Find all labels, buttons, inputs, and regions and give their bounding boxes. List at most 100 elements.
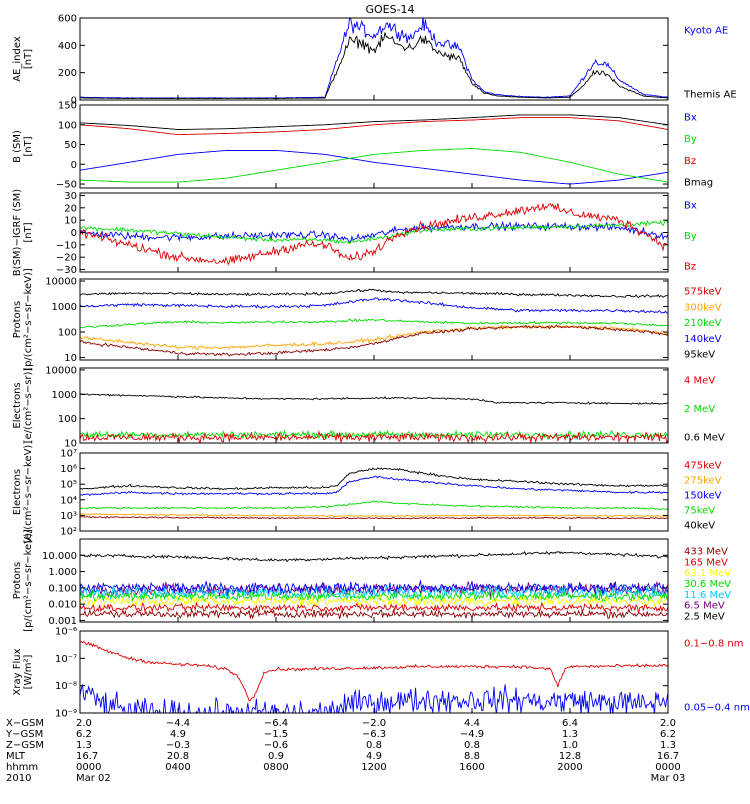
panel-frame — [79, 104, 669, 189]
y-tick-label: 10.000 — [42, 551, 77, 562]
legend-entry: 140keV — [684, 334, 722, 345]
x-tick-label: −0.6 — [264, 740, 288, 751]
panel-frame — [79, 17, 669, 101]
y-tick-label: 10⁻⁸ — [55, 681, 77, 692]
y-tick-label: 10000 — [45, 365, 77, 376]
series-electrons1-0-6-mev-0 — [80, 393, 668, 405]
legend-entry: Bx — [684, 201, 697, 212]
x-tick-label: 1.3 — [660, 740, 676, 751]
series-digrf-by-1 — [80, 219, 668, 245]
panel-ae: 0 200 400 600 AE_index [nT] Kyoto AE Themis AE — [12, 14, 737, 107]
series-protons2-30-6-mev-4 — [80, 589, 668, 603]
x-tick-label: 1.3 — [562, 729, 578, 740]
y-tick-label: 1.000 — [48, 567, 77, 578]
x-tick-label: 0.8 — [366, 740, 382, 751]
y-axis-label: [nT] — [23, 136, 34, 156]
series-electrons2-275kev-3 — [80, 513, 668, 518]
legend-entry: By — [684, 134, 697, 145]
series-ae-kyoto-ae-0 — [80, 18, 668, 99]
x-tick-label: 12.8 — [559, 751, 581, 762]
y-tick-label: 0 — [71, 96, 77, 107]
y-tick-label: −30 — [56, 265, 77, 276]
y-tick-label: 150 — [58, 101, 77, 112]
x-tick-label: 0.8 — [464, 740, 480, 751]
series-xray-0-1-0-8-nm-0 — [80, 640, 668, 702]
legend-entry: 0.05−0.4 nm — [684, 703, 750, 714]
y-axis-label: [nT] — [23, 49, 34, 69]
x-tick-label: 6.2 — [76, 729, 92, 740]
y-axis-label: [e/(cm²−s−sr)] — [23, 368, 34, 444]
y-tick-label: 0.100 — [48, 583, 77, 594]
legend-entry: 433 MeV — [684, 547, 728, 558]
x-tick-label: 0800 — [263, 762, 288, 773]
x-row-label: hhmm — [6, 762, 38, 773]
x-tick-label: 4.4 — [464, 718, 480, 729]
x-tick-label: 1.0 — [562, 740, 578, 751]
y-tick-label: 100 — [58, 328, 77, 339]
y-axis-label: [nT] — [23, 222, 34, 242]
x-tick-label: 1200 — [361, 762, 386, 773]
panel-b: −50 0 50 100 150 B (SM) [nT] Bx By Bz Bmag — [12, 101, 713, 191]
legend-entry: 4 MeV — [684, 376, 715, 387]
y-axis-label: Electrons — [12, 382, 23, 428]
x-tick-label: 2.0 — [660, 718, 676, 729]
series-b-bmag-0 — [80, 114, 668, 130]
x-tick-label: 0.9 — [268, 751, 284, 762]
y-tick-label: 200 — [58, 68, 77, 79]
legend-entry: 2 MeV — [684, 404, 715, 415]
panel-frame — [79, 278, 669, 361]
y-axis-label: [p/(cm²−s−sr−keV)] — [23, 268, 34, 371]
x-tick-label: 4.9 — [366, 751, 382, 762]
series-protons1-95kev-0 — [80, 288, 668, 299]
x-row-label: X−GSM — [6, 718, 44, 729]
y-tick-label: 10⁵ — [60, 480, 77, 491]
panel-frame — [79, 452, 669, 532]
legend-entry: 475keV — [684, 461, 722, 472]
y-tick-label: −50 — [56, 180, 77, 191]
panel-xray: 10⁻⁹ 10⁻⁸ 10⁻⁷ 10⁻⁶ Xray Flux [W/m²] 0.1−0.8 n… — [12, 627, 750, 720]
series-b-bz-1 — [80, 117, 668, 136]
legend-entry: 150keV — [684, 491, 722, 502]
y-axis-label: [W/m²] — [23, 654, 34, 689]
y-tick-label: 0.001 — [48, 616, 77, 627]
y-tick-label: 10² — [60, 527, 77, 538]
y-tick-label: 100 — [58, 120, 77, 131]
legend-entry: Bx — [684, 113, 697, 124]
y-tick-label: 30 — [64, 191, 77, 202]
x-tick-label: 8.8 — [464, 751, 480, 762]
y-tick-label: 50 — [64, 140, 77, 151]
y-tick-label: −20 — [56, 253, 77, 264]
series-electrons2-475kev-4 — [80, 515, 668, 520]
x-tick-label: 1.3 — [76, 740, 92, 751]
series-protons2-63-1-mev-5 — [80, 593, 668, 608]
y-tick-label: 0.010 — [48, 600, 77, 611]
x-tick-label: 0000 — [76, 762, 101, 773]
series-protons1-210kev-2 — [80, 318, 668, 329]
series-b-by-3 — [80, 148, 668, 183]
series-protons1-300kev-3 — [80, 323, 668, 350]
y-tick-label: 10 — [64, 353, 77, 364]
x-tick-label: −6.4 — [264, 718, 288, 729]
y-tick-label: 400 — [58, 41, 77, 52]
x-tick-label: Mar 02 — [76, 773, 111, 784]
y-tick-label: 20 — [64, 203, 77, 214]
series-b-bx-2 — [80, 150, 668, 185]
legend-entry: 275keV — [684, 476, 722, 487]
panel-frame — [79, 192, 669, 273]
x-row-label: MLT — [6, 751, 26, 762]
legend-entry: Bmag — [684, 178, 713, 189]
legend-entry: 6.5 MeV — [684, 601, 725, 612]
y-axis-label: [p/(cm²−s−sr−keV)] — [23, 529, 34, 632]
legend-entry: 210keV — [684, 318, 722, 329]
legend-entry: 63.1 MeV — [684, 568, 731, 579]
legend-entry: By — [684, 231, 697, 242]
y-tick-label: 0 — [71, 228, 77, 239]
x-tick-label: 1600 — [459, 762, 484, 773]
x-tick-label: −6.3 — [362, 729, 386, 740]
y-tick-label: 0 — [71, 160, 77, 171]
series-electrons2-150kev-1 — [80, 475, 668, 497]
y-axis-label: Electrons — [12, 469, 23, 515]
legend-entry: Kyoto AE — [684, 26, 728, 37]
